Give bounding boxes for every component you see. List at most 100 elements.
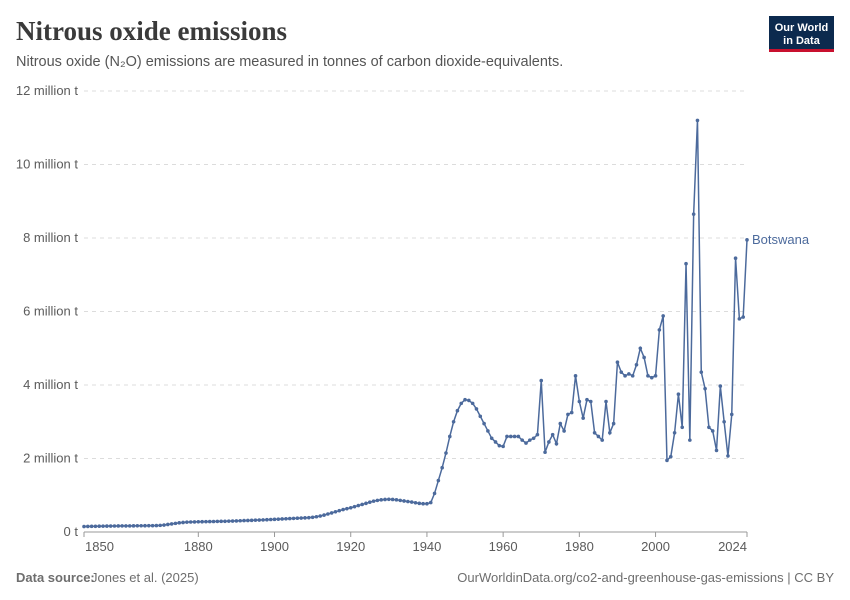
data-point (268, 517, 273, 522)
series-line (83, 120, 748, 528)
source: Jones et al. (2025) (91, 570, 199, 585)
data-point (688, 438, 692, 442)
data-point (329, 511, 334, 515)
data-point (173, 521, 178, 526)
data-point (467, 398, 471, 403)
data-point (432, 491, 437, 496)
data-point (497, 443, 502, 448)
data-point (86, 524, 90, 529)
data-point (234, 519, 239, 523)
data-point (196, 519, 201, 524)
data-point (367, 500, 372, 505)
data-point (322, 513, 326, 517)
data-point (131, 524, 136, 528)
data-point (352, 504, 357, 509)
data-point (318, 514, 323, 518)
data-point (89, 524, 94, 529)
data-point (375, 498, 380, 503)
data-point (177, 521, 182, 525)
data-point (238, 518, 243, 523)
data-point (543, 450, 547, 455)
data-point (493, 440, 498, 444)
data-point (619, 370, 624, 374)
data-point (413, 500, 418, 505)
data-point (406, 499, 410, 504)
data-point (307, 515, 311, 520)
x-tick-label: 1940 (412, 539, 441, 554)
data-point (695, 118, 700, 123)
data-point (577, 399, 582, 404)
data-point (421, 501, 425, 506)
data-point (474, 407, 479, 411)
data-point (135, 523, 140, 528)
data-point (684, 261, 688, 266)
data-point (249, 518, 254, 523)
data-point (333, 509, 338, 514)
data-point (230, 519, 235, 523)
data-point (204, 519, 208, 524)
data-point (360, 502, 364, 507)
data-point (539, 378, 544, 383)
data-point (158, 523, 163, 528)
data-point (653, 374, 658, 378)
data-point (226, 519, 231, 523)
data-point (440, 465, 444, 470)
data-point (447, 434, 452, 439)
data-point (265, 517, 269, 522)
data-point (223, 519, 227, 524)
data-point (192, 520, 197, 524)
logo-text: Our World (775, 22, 829, 34)
x-tick-label: 2024 (718, 539, 747, 554)
data-point (611, 421, 616, 426)
x-tick-label: 1900 (260, 539, 289, 554)
y-tick-label: 10 million t (16, 157, 79, 172)
data-point (463, 397, 467, 402)
data-point (314, 514, 319, 519)
data-point (581, 416, 585, 420)
data-point (672, 430, 677, 435)
data-point (108, 524, 113, 528)
data-point (699, 370, 704, 374)
data-point (169, 522, 174, 526)
data-point (387, 497, 391, 502)
data-point (428, 500, 433, 505)
footer-link[interactable]: OurWorldinData.org/co2-and-greenhouse-ga… (457, 570, 834, 585)
y-tick-label: 8 million t (23, 230, 78, 245)
data-point (185, 520, 189, 524)
data-point (710, 429, 715, 433)
data-point (345, 506, 349, 511)
data-point (272, 517, 277, 522)
data-point (436, 478, 441, 483)
data-point (554, 442, 559, 446)
data-point (371, 499, 376, 503)
data-point (257, 518, 262, 522)
logo[interactable]: Our World in Data (769, 16, 834, 52)
y-tick-label: 0 t (64, 524, 79, 539)
data-point (600, 438, 605, 442)
data-point (547, 440, 551, 444)
data-point (295, 516, 300, 521)
data-point (284, 516, 288, 521)
data-point (215, 519, 220, 524)
data-point (326, 512, 330, 516)
data-point (646, 374, 650, 378)
data-point (383, 497, 387, 502)
data-point (676, 392, 681, 396)
data-point (588, 399, 593, 404)
data-point (627, 372, 631, 376)
data-point (585, 397, 589, 402)
data-point (531, 436, 536, 441)
data-point (478, 414, 483, 419)
data-point (341, 507, 345, 512)
data-point (520, 438, 524, 442)
data-point (120, 524, 124, 528)
data-point (707, 425, 711, 430)
y-tick-label: 2 million t (23, 451, 78, 466)
data-point (737, 317, 742, 321)
y-tick-label: 12 million t (16, 83, 79, 98)
data-point (729, 412, 734, 417)
y-tick-label: 6 million t (23, 304, 78, 319)
data-point (93, 524, 98, 529)
data-point (608, 430, 612, 435)
logo-stripe (769, 49, 834, 52)
